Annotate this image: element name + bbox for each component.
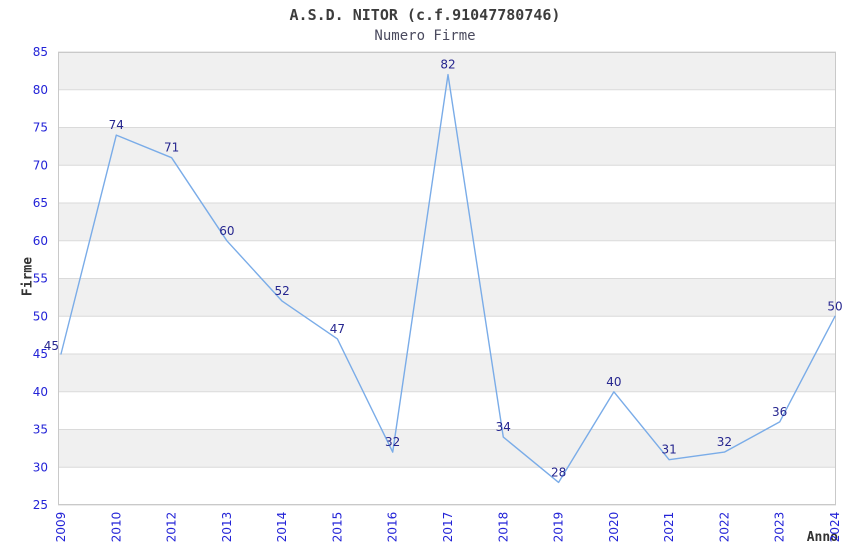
row-band: [58, 429, 836, 468]
x-tick-label: 2016: [386, 512, 400, 543]
point-label: 74: [109, 118, 124, 132]
y-tick-label: 50: [33, 309, 48, 323]
x-tick-label: 2021: [662, 512, 676, 543]
point-label: 50: [827, 299, 842, 313]
point-label: 32: [385, 435, 400, 449]
y-tick-label: 30: [33, 460, 48, 474]
row-band: [58, 203, 836, 241]
y-tick-label: 45: [33, 347, 48, 361]
x-tick-label: 2017: [441, 512, 455, 543]
point-label: 31: [661, 443, 676, 457]
y-tick-label: 60: [33, 234, 48, 248]
data-line: [60, 73, 836, 484]
y-tick-label: 25: [33, 498, 48, 512]
x-tick-label: 2014: [275, 512, 289, 543]
point-label: 52: [274, 284, 289, 298]
row-band: [58, 354, 836, 392]
y-tick-label: 80: [33, 83, 48, 97]
point-label: 40: [606, 375, 621, 389]
chart-subtitle: Numero Firme: [374, 28, 476, 44]
y-tick-label: 65: [33, 196, 48, 210]
chart-title: A.S.D. NITOR (c.f.91047780746): [289, 6, 561, 24]
y-tick-label: 75: [33, 121, 48, 135]
point-label: 82: [440, 58, 455, 72]
point-label: 34: [496, 420, 511, 434]
point-label: 60: [219, 224, 234, 238]
x-tick-label: 2012: [165, 512, 179, 543]
x-tick-label: 2022: [717, 512, 731, 543]
x-tick-label: 2024: [828, 512, 842, 543]
x-tick-label: 2013: [220, 512, 234, 543]
x-tick-label: 2020: [607, 512, 621, 543]
x-axis-title: Anno: [806, 530, 838, 545]
point-label: 32: [717, 435, 732, 449]
x-tick-label: 2019: [552, 512, 566, 543]
x-tick-label: 2023: [773, 512, 787, 543]
x-tick-label: 2009: [54, 512, 68, 543]
x-tick-label: 2015: [330, 512, 344, 543]
point-label: 47: [330, 322, 345, 336]
point-label: 45: [44, 339, 59, 353]
point-label: 28: [551, 465, 566, 479]
point-label: 71: [164, 141, 179, 155]
y-tick-label: 40: [33, 385, 48, 399]
point-label: 36: [772, 405, 787, 419]
y-tick-label: 35: [33, 423, 48, 437]
row-band: [58, 278, 836, 317]
y-tick-label: 70: [33, 158, 48, 172]
x-tick-label: 2018: [496, 512, 510, 543]
y-tick-label: 85: [33, 45, 48, 59]
row-band: [58, 127, 836, 166]
y-tick-label: 55: [33, 272, 48, 286]
x-tick-label: 2010: [109, 512, 123, 543]
plot-border: [58, 52, 836, 505]
